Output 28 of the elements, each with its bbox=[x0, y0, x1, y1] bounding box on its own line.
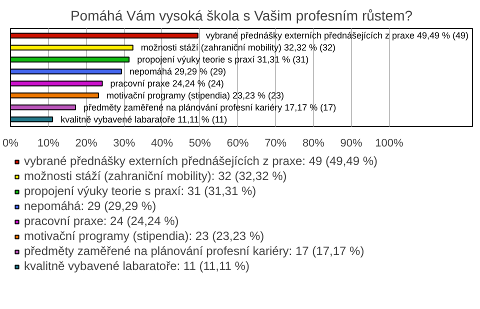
legend-label: předměty zaměřené na plánování profesní kariéry: 17 (17,17 %) bbox=[24, 244, 364, 258]
data-label: propojení výuky teorie s praxí 31,31 % (31) bbox=[137, 54, 309, 65]
legend-label: vybrané přednášky externích přednášejících z praxe: 49 (49,49 %) bbox=[24, 154, 378, 168]
legend-label: nepomáhá: 29 (29,29 %) bbox=[24, 199, 156, 213]
legend-label: pracovní praxe: 24 (24,24 %) bbox=[24, 214, 179, 228]
data-label: vybrané přednášky externích přednášejících z praxe 49,49 % (49) bbox=[206, 30, 469, 41]
x-tick-label: 60% bbox=[226, 138, 249, 150]
x-tick-label: 90% bbox=[340, 138, 363, 150]
legend-label: kvalitně vybavené labaratoře: 11 (11,11 %) bbox=[24, 259, 250, 273]
legend-label: motivační programy (stipendia): 23 (23,23 %) bbox=[24, 229, 264, 243]
data-label: možnosti stáží (zahraniční mobility) 32,32 % (32) bbox=[140, 42, 336, 53]
x-tick-label: 30% bbox=[113, 138, 136, 150]
data-label: motivační programy (stipendia) 23,23 % (23) bbox=[106, 90, 284, 100]
data-label: nepomáhá 29,29 % (29) bbox=[129, 66, 226, 77]
x-tick-label: 100% bbox=[375, 138, 404, 150]
data-label: předměty zaměřené na plánování profesní kariéry 17,17 % (17) bbox=[84, 102, 336, 112]
x-tick-label: 20% bbox=[75, 138, 98, 150]
x-tick-label: 10% bbox=[37, 138, 60, 150]
x-tick-label: 40% bbox=[150, 138, 174, 150]
x-tick-label: 0% bbox=[2, 138, 19, 150]
legend-label: propojení výuky teorie s praxí: 31 (31,31 %) bbox=[24, 184, 256, 198]
x-tick-label: 70% bbox=[264, 138, 287, 150]
chart-title: Pomáhá Vám vysoká škola s Vašim profesním růstem? bbox=[70, 8, 413, 24]
legend-label: možnosti stáží (zahraniční mobility): 32 (32,32 %) bbox=[24, 169, 287, 183]
data-label: kvalitně vybavené labaratoře 11,11 % (11) bbox=[60, 114, 228, 124]
x-tick-label: 80% bbox=[302, 138, 325, 150]
x-tick-label: 50% bbox=[188, 138, 212, 150]
data-label: pracovní praxe 24,24 % (24) bbox=[110, 78, 224, 88]
